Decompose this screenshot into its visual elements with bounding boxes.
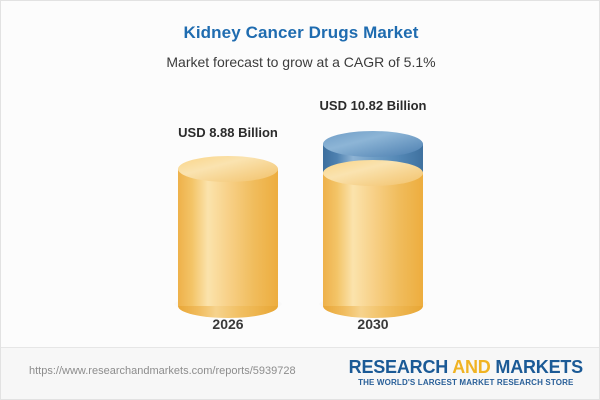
research-and-markets-logo[interactable]: RESEARCH AND MARKETS THE WORLD'S LARGEST… [348,357,584,387]
cylinder-top-cap-2030 [323,131,423,157]
year-label-2026: 2026 [212,316,244,332]
logo-word-research: RESEARCH [348,357,453,377]
logo-word-markets: MARKETS [490,357,583,377]
year-label-2030: 2030 [357,316,389,332]
cylinder-base-segment-2030 [323,171,423,306]
bar-2030[interactable]: USD 10.82 Billion 2030 [319,1,427,349]
report-url[interactable]: https://www.researchandmarkets.com/repor… [29,365,296,377]
logo-word-and: AND [452,357,491,377]
value-label-2030: USD 10.82 Billion [319,98,427,113]
footer: https://www.researchandmarkets.com/repor… [1,347,599,399]
chart-area: Kidney Cancer Drugs Market Market foreca… [1,1,599,349]
cylinder-top-cap-2026 [178,156,278,182]
segment-divider-cap-2030 [323,160,423,186]
cylinder-body-2026 [178,169,278,306]
cylinder-2026 [174,156,282,318]
cylinder-2030 [319,131,427,318]
chart-title: Kidney Cancer Drugs Market [183,23,419,42]
chart-subtitle: Market forecast to grow at a CAGR of 5.1… [166,54,436,70]
value-label-2026: USD 8.88 Billion [178,125,278,140]
bar-2026[interactable]: USD 8.88 Billion 2026 [174,1,282,349]
logo-tagline: THE WORLD'S LARGEST MARKET RESEARCH STOR… [358,378,574,387]
logo-wordmark: RESEARCH AND MARKETS [348,357,584,377]
